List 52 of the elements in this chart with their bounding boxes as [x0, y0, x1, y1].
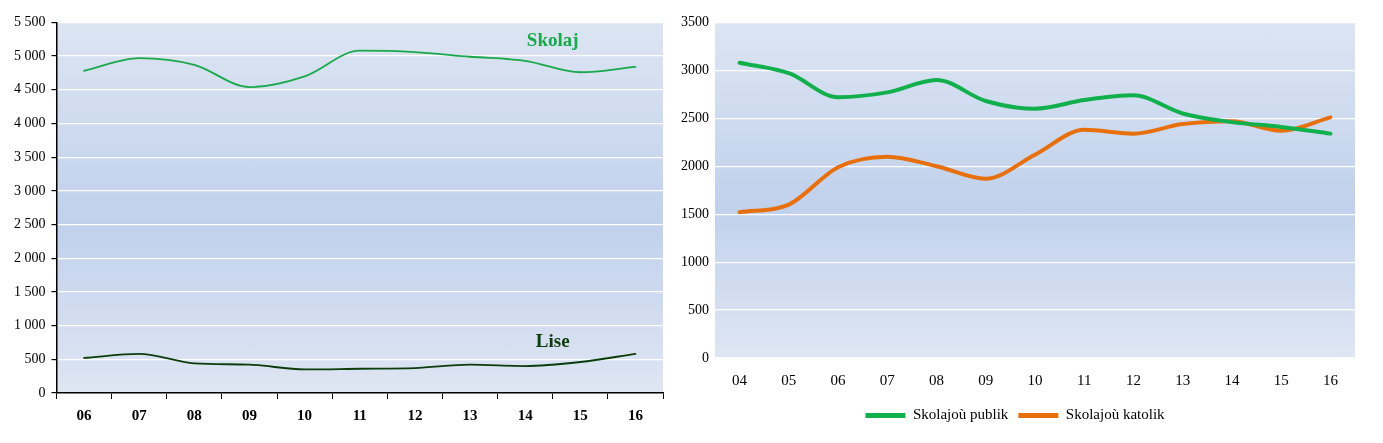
x-tick-label: 10	[297, 406, 313, 423]
x-tick-label: 12	[1125, 371, 1141, 388]
y-tick-label: 2500	[681, 109, 709, 125]
y-tick-label: 5 500	[14, 14, 46, 30]
y-tick-label: 0	[38, 384, 46, 400]
series-label: Lise	[535, 330, 570, 352]
y-tick-label: 3500	[681, 14, 709, 30]
y-tick-label: 2 500	[14, 216, 46, 232]
y-tick-label: 3 000	[14, 182, 46, 198]
x-tick-label: 13	[462, 406, 478, 423]
y-tick-label: 1500	[681, 205, 709, 221]
y-tick-label: 0	[702, 349, 709, 365]
y-tick-label: 4 000	[14, 115, 46, 131]
y-tick-label: 500	[688, 301, 709, 317]
y-tick-label: 1 500	[14, 283, 46, 299]
x-tick-label: 15	[1273, 371, 1289, 388]
y-tick-label: 500	[24, 350, 46, 366]
y-tick-label: 3 500	[14, 148, 46, 164]
legend-label: Skolajoù publik	[912, 406, 1009, 423]
y-tick-label: 3000	[681, 62, 709, 78]
x-tick-label: 10	[1027, 371, 1043, 388]
x-tick-label: 09	[978, 371, 994, 388]
y-tick-label: 5 000	[14, 47, 46, 63]
y-tick-label: 2000	[681, 157, 709, 173]
x-tick-label: 07	[879, 371, 896, 388]
x-tick-label: 11	[352, 406, 367, 423]
x-tick-label: 09	[241, 406, 257, 423]
x-tick-label: 16	[627, 406, 644, 423]
series-label: Skolaj	[526, 29, 579, 51]
x-tick-label: 08	[186, 406, 202, 423]
x-tick-label: 06	[830, 371, 847, 388]
x-tick-label: 12	[407, 406, 423, 423]
y-tick-label: 2 000	[14, 249, 46, 265]
x-tick-label: 13	[1175, 371, 1191, 388]
x-tick-label: 06	[76, 406, 93, 423]
y-tick-label: 4 500	[14, 81, 46, 97]
line-series	[83, 49, 637, 88]
x-tick-label: 14	[1224, 371, 1240, 388]
y-tick-label: 1 000	[14, 317, 46, 333]
x-tick-label: 14	[517, 406, 534, 423]
x-tick-label: 11	[1077, 371, 1092, 388]
x-tick-label: 16	[1322, 371, 1339, 388]
x-tick-label: 05	[781, 371, 797, 388]
line-series	[737, 60, 1333, 136]
line-series	[83, 353, 637, 371]
y-tick-label: 1000	[681, 253, 709, 269]
line-series	[737, 115, 1333, 215]
x-tick-label: 04	[732, 371, 748, 388]
x-tick-label: 08	[929, 371, 945, 388]
legend-label: Skolajoù katolik	[1065, 406, 1166, 423]
x-tick-label: 07	[131, 406, 148, 423]
x-tick-label: 15	[572, 406, 588, 423]
